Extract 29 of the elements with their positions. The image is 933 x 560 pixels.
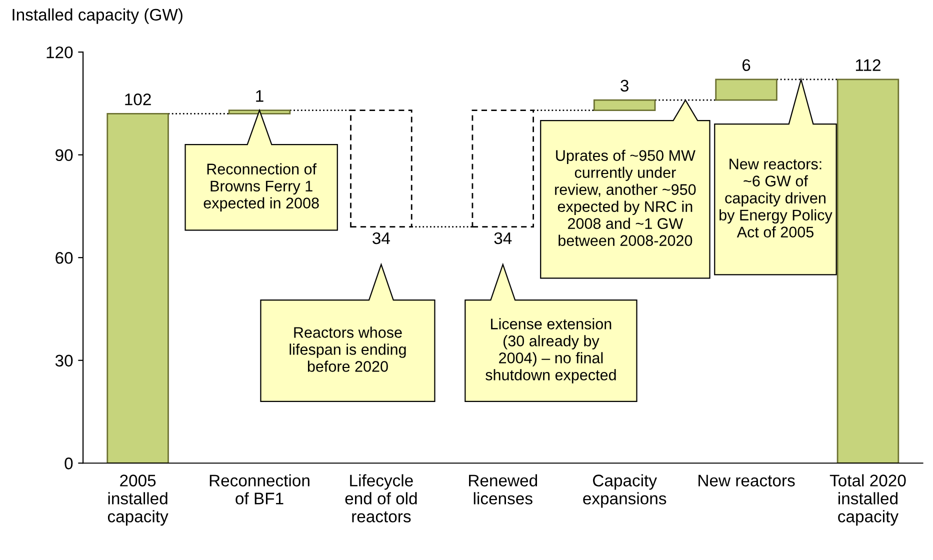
y-tick-label: 60 (56, 252, 73, 264)
y-axis-title: Installed capacity (GW) (12, 8, 182, 24)
x-tick-label: New reactors (698, 474, 795, 486)
y-tick-label: 30 (55, 354, 73, 367)
y-tick-label: 0 (64, 458, 73, 470)
data-label: 3 (620, 80, 628, 92)
x-tick-label: Lifecycle end of old reactors (345, 474, 417, 522)
x-tick-label: 2005 installed capacity (108, 474, 168, 526)
annotation: Reactors whose lifespan is ending before 2020 (290, 326, 406, 372)
bar (715, 78, 778, 101)
x-tick-label: Capacity expansions (583, 474, 666, 508)
bar (228, 110, 291, 114)
data-label: 102 (125, 94, 151, 106)
x-tick-label: Renewed licenses (469, 474, 538, 504)
data-label: 34 (372, 232, 390, 244)
y-tick-label: 120 (46, 46, 73, 58)
annotation: Uprates of ~950 MW currently under review, another ~950 expected by NRC in 2008 and ~1 GW between 2008-2020 (555, 150, 696, 246)
data-label: 6 (742, 59, 750, 72)
bar (593, 99, 656, 112)
annotation: License extension (30 already by 2004) – no final shutdown expected (486, 318, 616, 384)
x-tick-label: Total 2020 installed capacity (830, 474, 906, 526)
annotation: New reactors: ~6 GW of capacity driven by Energy Policy Act of 2005 (720, 158, 832, 238)
data-label: 34 (494, 232, 512, 244)
bar (106, 113, 169, 464)
data-label: 112 (856, 59, 880, 71)
y-tick-label: 90 (56, 149, 73, 162)
data-label: 1 (256, 90, 264, 102)
x-tick-label: Reconnection of BF1 (210, 474, 310, 504)
annotation: Reconnection of Browns Ferry 1 expected in 2008 (204, 163, 319, 212)
